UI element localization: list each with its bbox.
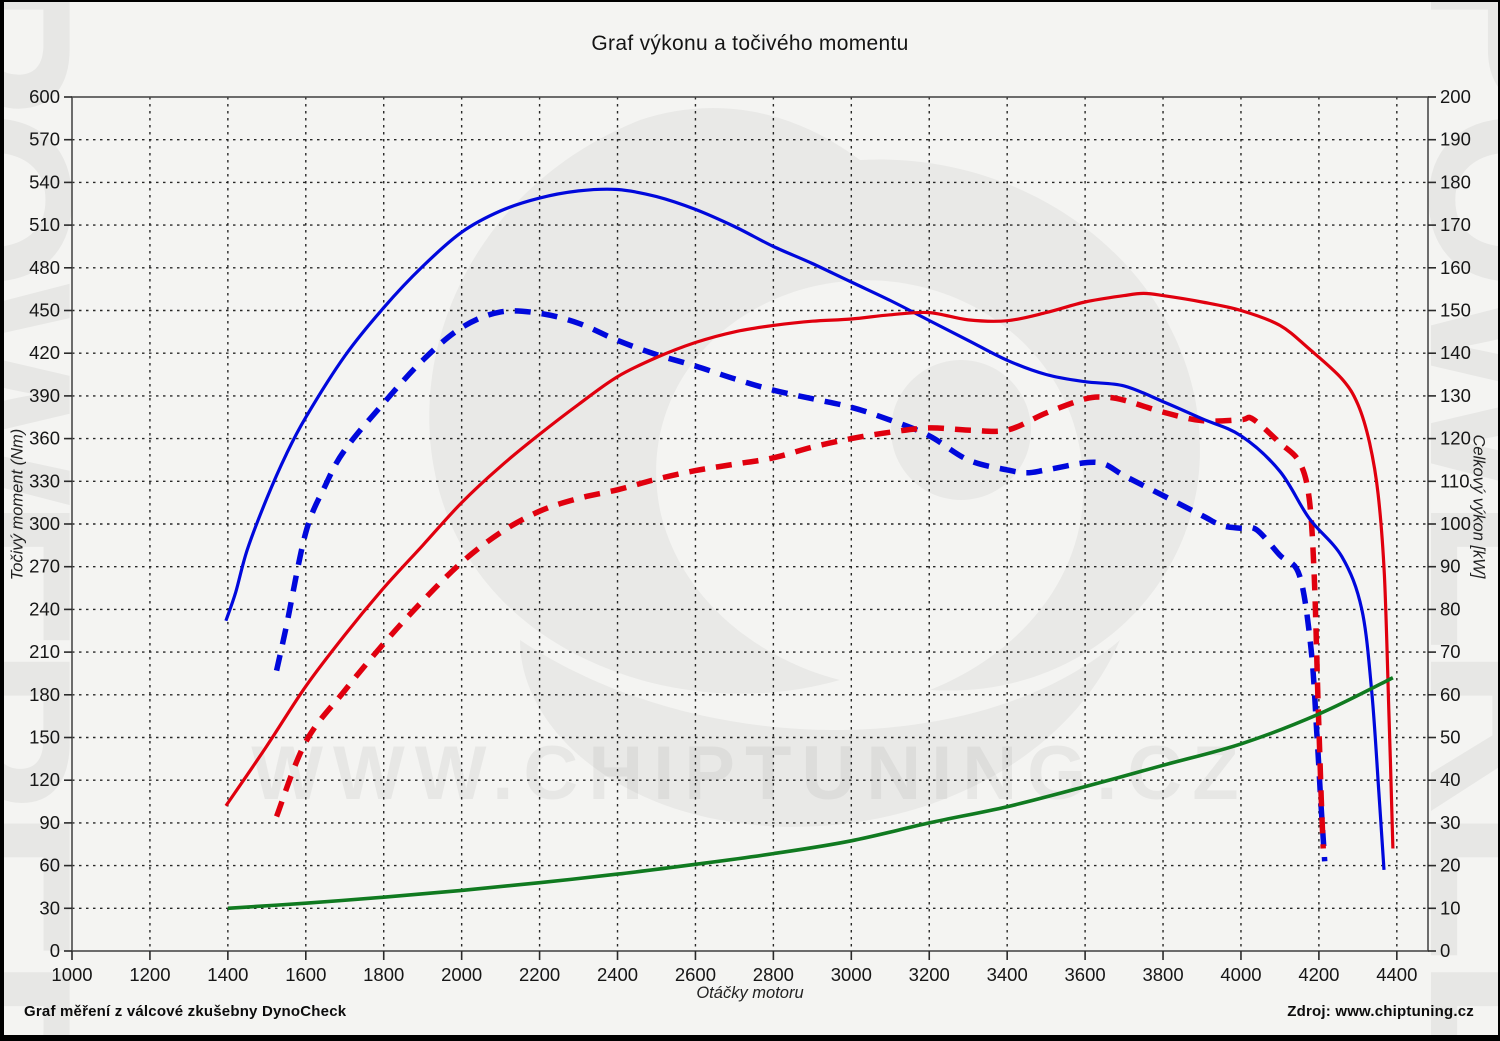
x-axis-title: Otáčky motoru <box>696 984 804 1002</box>
right-axis-title: Celkový výkon [kW] <box>1469 434 1488 579</box>
right-axis-tick-label: 30 <box>1440 812 1461 833</box>
right-axis-tick-label: 190 <box>1440 129 1471 150</box>
watermark-url: WWW.CHIPTUNING.CZ <box>251 731 1249 816</box>
x-axis-tick-label: 3800 <box>1142 964 1183 985</box>
x-axis-tick-label: 2000 <box>441 964 482 985</box>
left-axis-tick-label: 420 <box>29 342 60 363</box>
power-tuned-curve <box>224 291 1395 849</box>
x-axis-tick-label: 1000 <box>51 964 92 985</box>
left-axis-tick-label: 450 <box>29 300 60 321</box>
right-axis-tick-label: 180 <box>1440 171 1471 192</box>
left-axis-tick-label: 240 <box>29 598 60 619</box>
left-axis-tick-label: 30 <box>39 897 60 918</box>
left-axis-tick-label: 150 <box>29 727 60 748</box>
left-axis-tick-label: 90 <box>39 812 60 833</box>
left-axis-tick-label: 180 <box>29 684 60 705</box>
right-axis-tick-label: 150 <box>1440 300 1471 321</box>
power-original-curve <box>274 394 1326 849</box>
x-axis-tick-label: 3200 <box>909 964 950 985</box>
right-axis-tick-label: 130 <box>1440 385 1471 406</box>
x-axis-tick-label: 4200 <box>1298 964 1339 985</box>
footer-measurement-note: Graf měření z válcové zkušebny DynoCheck <box>24 1003 347 1020</box>
x-axis-tick-label: 2400 <box>597 964 638 985</box>
right-axis-tick-label: 70 <box>1440 641 1461 662</box>
x-axis-tick-label: 1800 <box>363 964 404 985</box>
left-axis-tick-label: 570 <box>29 129 60 150</box>
left-axis-tick-label: 300 <box>29 513 60 534</box>
footer-source: Zdroj: www.chiptuning.cz <box>1287 1003 1474 1020</box>
losses-curve <box>227 676 1394 911</box>
x-axis-tick-label: 2800 <box>753 964 794 985</box>
right-axis-tick-label: 140 <box>1440 342 1471 363</box>
x-axis-tick-label: 4000 <box>1220 964 1261 985</box>
x-axis-tick-label: 3400 <box>987 964 1028 985</box>
x-axis-tick-label: 4400 <box>1376 964 1417 985</box>
watermark-powered-left: POWERED <box>0 0 121 1041</box>
right-axis-tick-label: 170 <box>1440 214 1471 235</box>
right-axis-tick-label: 80 <box>1440 598 1461 619</box>
left-axis-tick-label: 60 <box>39 855 60 876</box>
left-axis-tick-label: 540 <box>29 171 60 192</box>
right-axis-tick-label: 60 <box>1440 684 1461 705</box>
left-axis-tick-label: 600 <box>29 86 60 107</box>
left-axis-tick-label: 120 <box>29 769 60 790</box>
left-axis-tick-label: 390 <box>29 385 60 406</box>
right-axis-tick-label: 20 <box>1440 855 1461 876</box>
right-axis-tick-label: 90 <box>1440 556 1461 577</box>
left-axis-tick-label: 330 <box>29 470 60 491</box>
right-axis-tick-label: 100 <box>1440 513 1471 534</box>
x-axis-tick-label: 1400 <box>207 964 248 985</box>
left-axis-tick-label: 0 <box>50 940 60 961</box>
watermark-powered-right: POWERED <box>1381 0 1500 1041</box>
x-axis-tick-label: 3600 <box>1065 964 1106 985</box>
x-axis-tick-label: 2600 <box>675 964 716 985</box>
right-axis-tick-label: 160 <box>1440 257 1471 278</box>
x-axis-tick-label: 1600 <box>285 964 326 985</box>
right-axis-tick-label: 10 <box>1440 897 1461 918</box>
right-axis-tick-label: 110 <box>1440 470 1470 491</box>
chart-title: Graf výkonu a točivého momentu <box>591 32 909 55</box>
left-axis-tick-label: 480 <box>29 257 60 278</box>
x-axis-tick-label: 1200 <box>129 964 170 985</box>
right-axis-tick-label: 0 <box>1440 940 1450 961</box>
right-axis-tick-label: 40 <box>1440 769 1461 790</box>
x-axis-tick-label: 3000 <box>831 964 872 985</box>
left-axis-tick-label: 360 <box>29 428 60 449</box>
x-axis-tick-label: 2200 <box>519 964 560 985</box>
left-axis-title: Točivý moment (Nm) <box>8 428 27 581</box>
right-axis-tick-label: 50 <box>1440 727 1461 748</box>
left-axis-tick-label: 210 <box>29 641 60 662</box>
torque-tuned-curve <box>224 187 1386 871</box>
left-axis-tick-label: 270 <box>29 556 60 577</box>
left-axis-tick-label: 510 <box>29 214 60 235</box>
right-axis-tick-label: 200 <box>1440 86 1471 107</box>
right-axis-tick-label: 120 <box>1440 428 1471 449</box>
